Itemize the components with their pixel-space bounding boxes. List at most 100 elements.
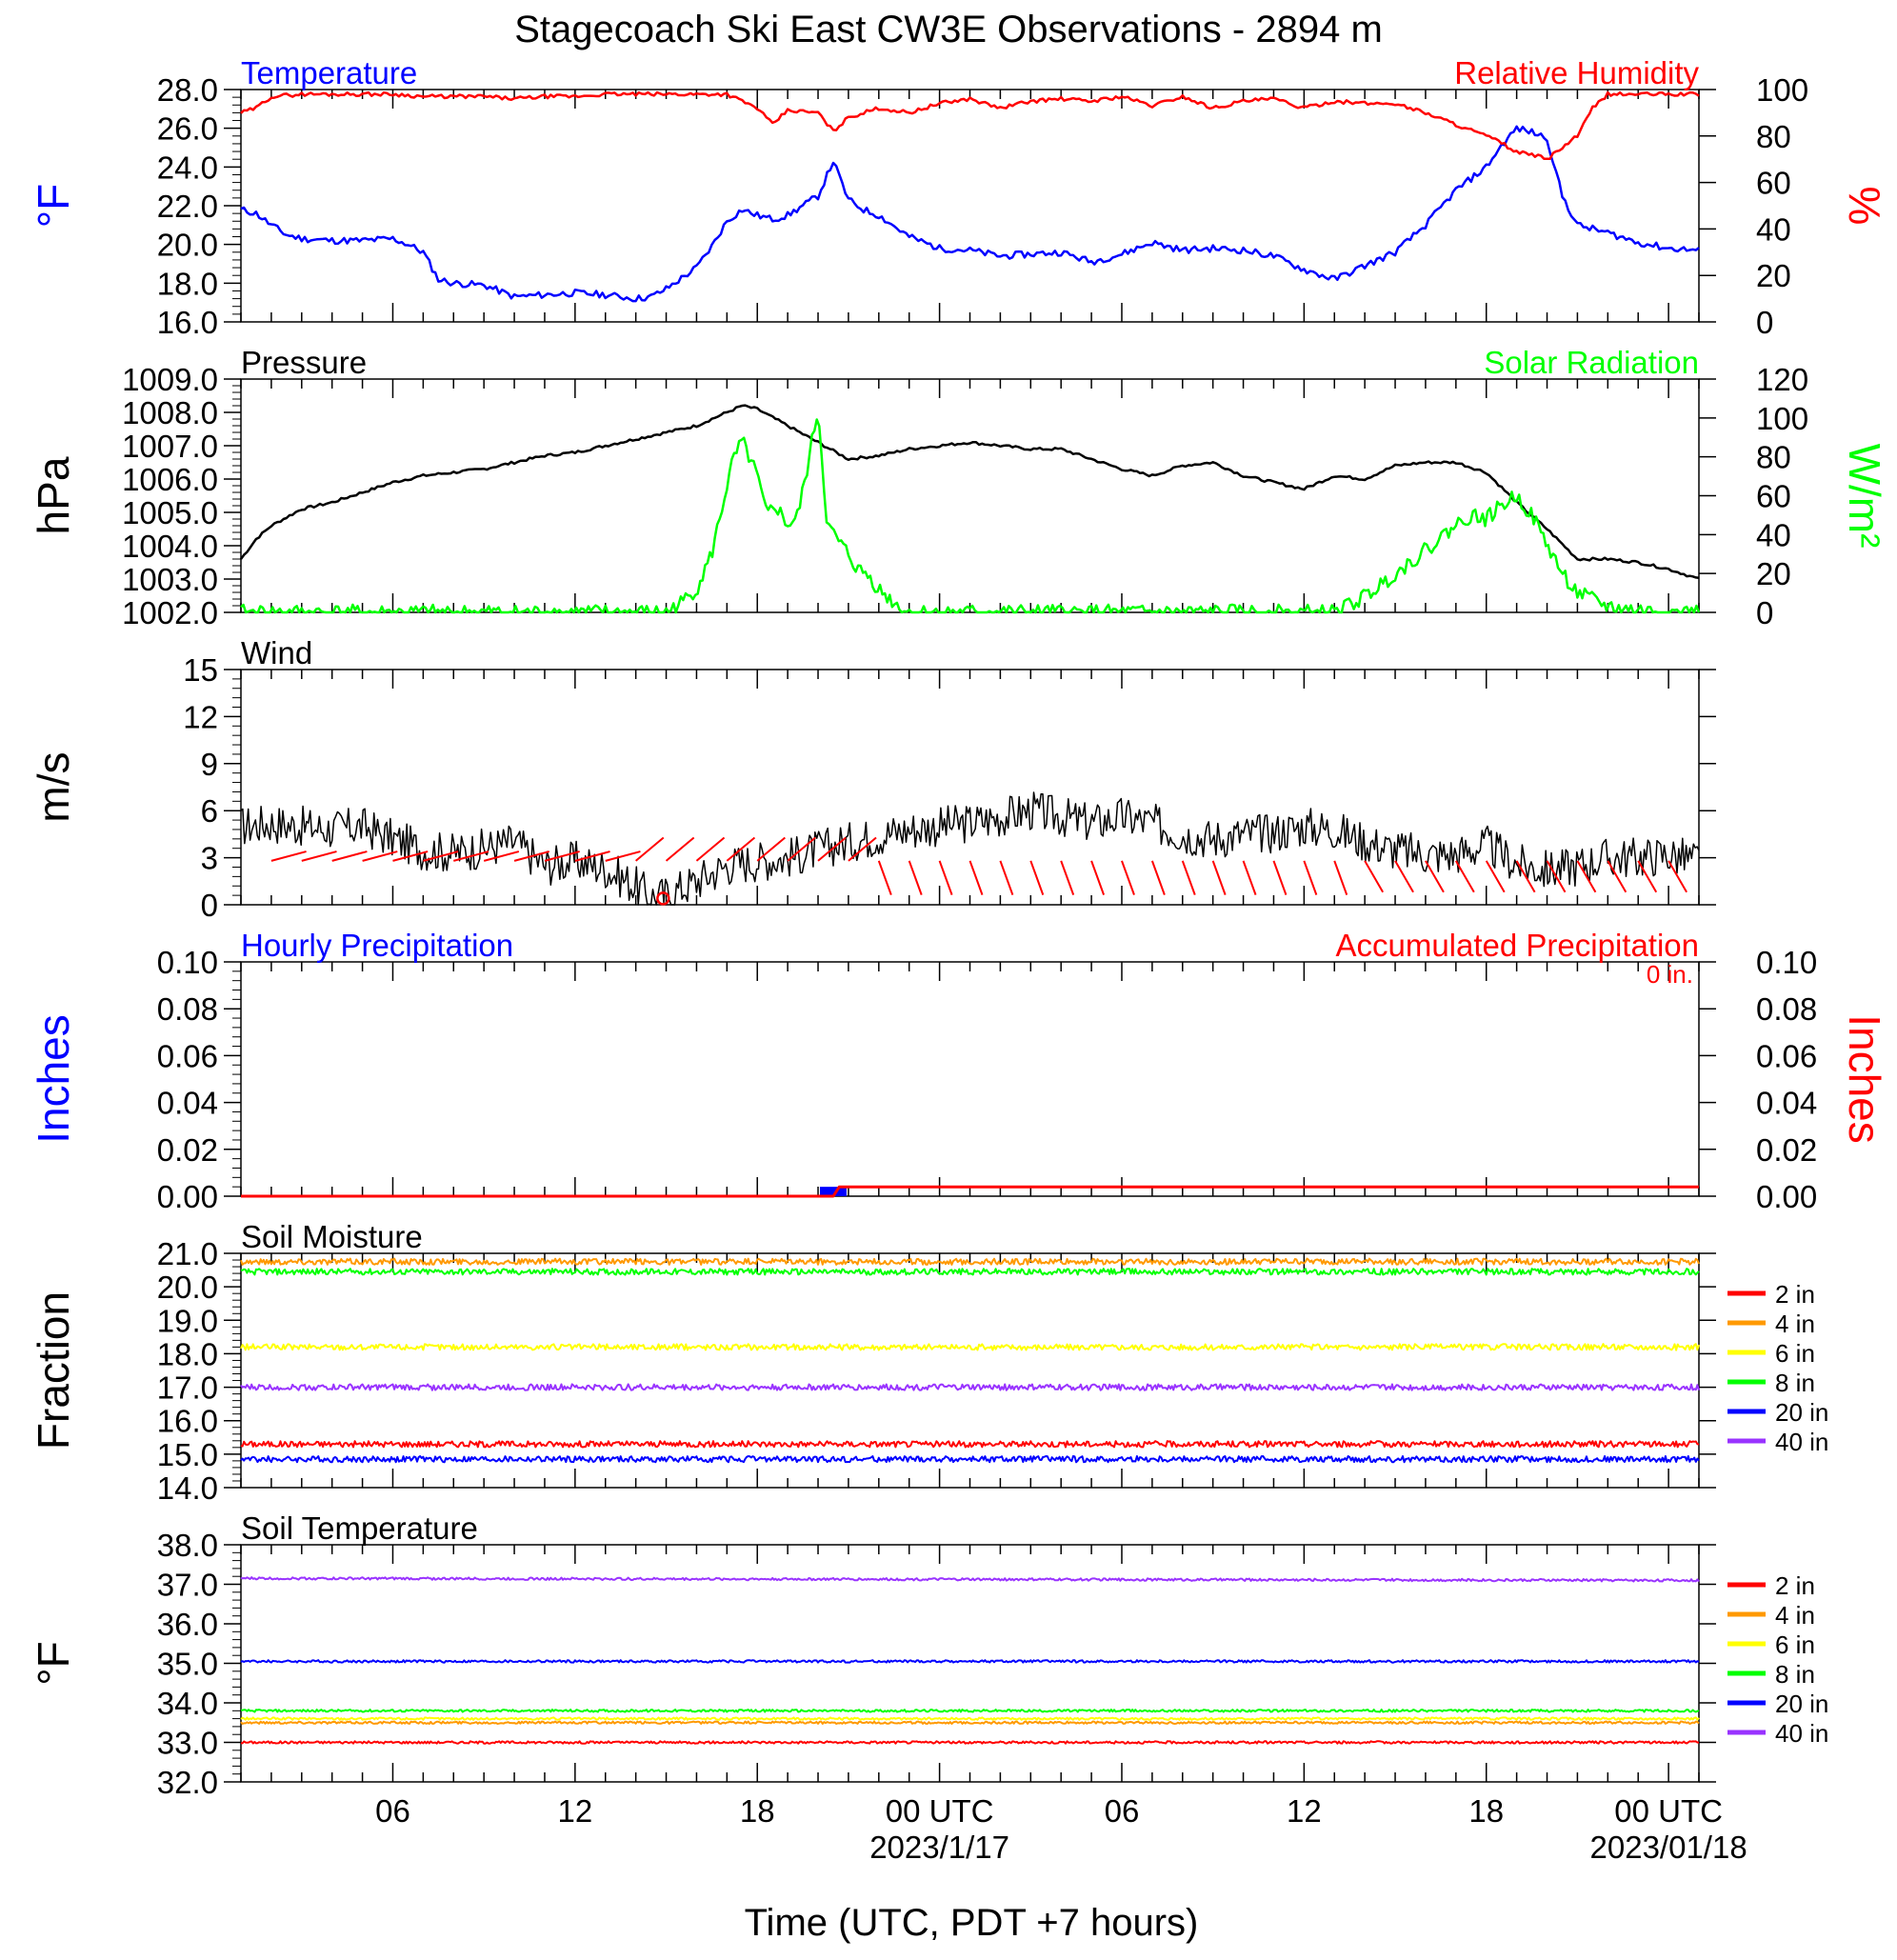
wind-barb [1667,860,1687,893]
wind-barb [1637,860,1658,893]
soil_moisture-y-tick-label: 18.0 [157,1336,218,1371]
pressure-left-unit: hPa [29,456,78,534]
precipitation-plot-frame [240,961,1700,1197]
soil_moisture-y-tick-label: 15.0 [157,1437,218,1472]
temperature-y2-tick-label: 60 [1756,166,1791,201]
x-tick-label: 18 [1468,1793,1504,1829]
wind-barb [938,860,953,895]
x-tick-label: 12 [1287,1793,1322,1829]
wind-y-tick-label: 15 [183,652,218,688]
temperature-line [240,125,1700,303]
wind-y-tick-label: 0 [201,888,218,923]
wind-left-unit: m/s [29,751,78,822]
x-tick-label: 06 [375,1793,410,1829]
wind-barb [331,850,368,862]
soil_temperature-y-tick-label: 33.0 [157,1726,218,1761]
soil_temperature-y-tick-label: 38.0 [157,1528,218,1563]
pressure-y-tick-label: 1002.0 [122,595,218,630]
soil_moisture-left-unit: Fraction [29,1291,78,1450]
soil_moisture-plot-frame [240,1252,1700,1489]
wind-barb [877,860,892,895]
wind-barb [574,850,610,862]
soil_moisture-y-tick-label: 17.0 [157,1370,218,1406]
pressure-right-label: Solar Radiation [1484,345,1699,380]
precipitation-annotation: 0 in. [1647,960,1693,989]
depth-line-2in [240,1740,1700,1745]
wind-y-tick-label: 12 [183,699,218,734]
wind-barb [1181,860,1196,895]
precipitation-y2-tick-label: 0.00 [1756,1179,1817,1214]
precipitation-y2-tick-label: 0.02 [1756,1132,1817,1168]
temperature-y2-tick-label: 40 [1756,211,1791,247]
x-date-label: 2023/01/18 [1590,1830,1747,1865]
wind-barb [513,850,550,862]
wind-barb [1546,860,1567,893]
hourly-precip-bar [819,1187,847,1196]
wind-barb [1394,860,1414,893]
x-date-label: 2023/1/17 [869,1830,1009,1865]
wind-barb [817,836,847,862]
precipitation-y2-tick-label: 0.08 [1756,991,1817,1027]
legend-label: 8 in [1775,1660,1815,1689]
soil_temperature-y-tick-label: 37.0 [157,1568,218,1603]
wind-barb [544,850,580,862]
pressure-line [239,404,1700,579]
accumulated-precip-line [241,1185,1699,1198]
temperature-left-unit: °F [29,184,78,229]
wind-barb [1150,860,1166,895]
depth-line-8in [240,1268,1700,1276]
pressure-y-tick-label: 1005.0 [122,495,218,530]
precipitation-y2-tick-label: 0.10 [1756,945,1817,980]
pressure-y-tick-label: 1003.0 [122,562,218,597]
pressure-y2-tick-label: 40 [1756,517,1791,552]
temperature-left-label: Temperature [241,55,417,90]
precipitation-left-label: Hourly Precipitation [241,928,513,963]
wind-barb [1576,860,1597,893]
temperature-right-label: Relative Humidity [1454,55,1699,90]
pressure-y2-tick-label: 80 [1756,440,1791,475]
wind-barb [483,850,520,862]
soil_moisture-y-tick-label: 14.0 [157,1470,218,1506]
legend-label: 40 in [1775,1719,1828,1748]
wind-plot-frame [240,669,1700,906]
wind-left-label: Wind [241,635,312,670]
wind-barb [270,850,307,862]
panels-group: 16.018.020.022.024.026.028.0020406080100… [29,55,1889,1865]
wind-barb [635,836,665,862]
wind-barb [908,860,923,895]
precipitation-y2-tick-label: 0.04 [1756,1086,1817,1121]
temperature-y2-tick-label: 0 [1756,305,1773,340]
pressure-plot-frame [240,378,1700,613]
precipitation-left-unit: Inches [29,1014,78,1144]
precipitation-y-tick-label: 0.06 [157,1038,218,1073]
soil_moisture-y-tick-label: 20.0 [157,1270,218,1305]
temperature-y-tick-label: 16.0 [157,305,218,340]
legend-label: 2 in [1775,1571,1815,1600]
temperature-y2-tick-label: 20 [1756,258,1791,293]
pressure-y2-tick-label: 20 [1756,556,1791,591]
precipitation-right-label: Accumulated Precipitation [1335,928,1699,963]
soil_temperature-y-tick-label: 32.0 [157,1765,218,1800]
depth-line-20in [240,1659,1700,1664]
pressure-y2-tick-label: 120 [1756,362,1808,397]
pressure-y-tick-label: 1004.0 [122,529,218,564]
pressure-left-label: Pressure [241,345,367,380]
humidity-line [240,90,1700,160]
pressure-y2-tick-label: 100 [1756,401,1808,436]
wind-barb [1029,860,1045,895]
wind-barb [453,850,489,862]
temperature-y-tick-label: 20.0 [157,228,218,263]
figure-title: Stagecoach Ski East CW3E Observations - … [514,9,1383,50]
wind-barb [1485,860,1506,893]
wind-barb [726,836,756,862]
wind-barb [423,850,459,862]
pressure-y-tick-label: 1008.0 [122,395,218,430]
pressure-y-tick-label: 1007.0 [122,429,218,464]
wind-speed-line [240,791,1700,906]
precipitation-right-unit: Inches [1840,1014,1889,1144]
wind-barb [1425,860,1445,893]
pressure-right-unit: W/m² [1840,444,1889,549]
precipitation-y2-tick-label: 0.06 [1756,1038,1817,1073]
wind-barb [1454,860,1475,893]
